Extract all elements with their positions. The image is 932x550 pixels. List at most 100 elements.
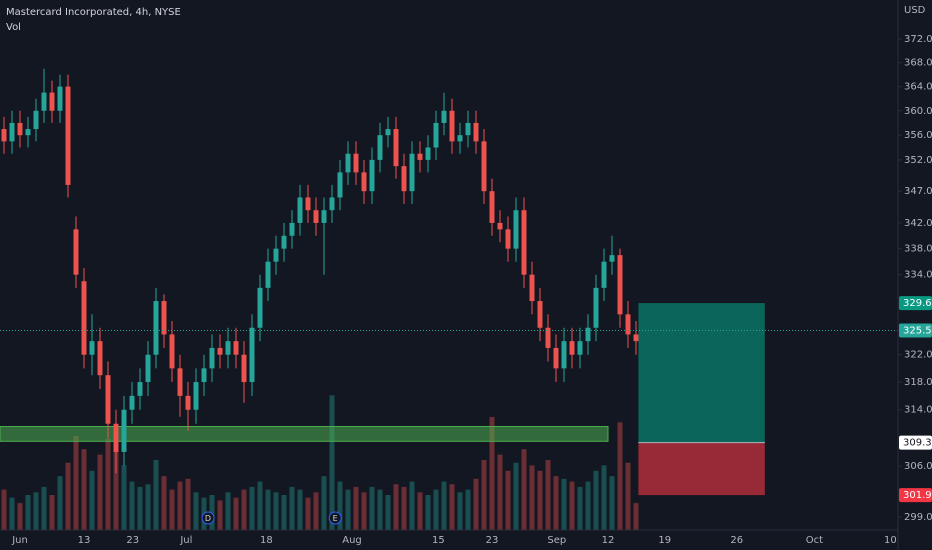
- x-tick-label: Oct: [806, 535, 823, 546]
- candle-body: [305, 197, 311, 211]
- volume-bar: [305, 497, 311, 530]
- y-tick-label: 372.00: [904, 34, 932, 45]
- candle-body: [153, 301, 159, 355]
- candle-body: [489, 191, 495, 223]
- candle-body: [505, 229, 511, 249]
- x-tick-label: 19: [658, 535, 671, 546]
- x-tick-label: 26: [730, 535, 743, 546]
- candle-body: [9, 122, 15, 142]
- volume-bar: [249, 486, 255, 530]
- zone: [0, 426, 609, 442]
- candle-body: [289, 222, 295, 236]
- volume-bar: [393, 484, 399, 530]
- candle-body: [105, 375, 111, 424]
- y-tick-label: 334.00: [904, 270, 932, 281]
- x-tick-label: 18: [260, 535, 273, 546]
- candle-body: [313, 210, 319, 223]
- volume-bar: [529, 465, 535, 530]
- volume-bar: [521, 449, 527, 530]
- volume-bar: [601, 465, 607, 530]
- candle-body: [409, 153, 415, 192]
- candle-body: [609, 255, 615, 262]
- volume-bar: [505, 470, 511, 530]
- volume-bar: [457, 492, 463, 530]
- candle-body: [465, 122, 471, 136]
- candle-body: [225, 341, 231, 355]
- candle-body: [617, 255, 623, 315]
- y-tick-label: 347.00: [904, 186, 932, 197]
- volume-bar: [225, 492, 231, 530]
- candle-body: [337, 172, 343, 198]
- volume-bar: [433, 489, 439, 530]
- currency-label: USD: [904, 5, 926, 16]
- last-price-label: 325.59: [903, 325, 932, 336]
- volume-bar: [209, 495, 215, 530]
- volume-bar: [169, 489, 175, 530]
- candle-body: [177, 368, 183, 396]
- candle-body: [217, 347, 223, 355]
- event-marker: [201, 511, 215, 525]
- candle-body: [161, 301, 167, 335]
- volume-bar: [537, 470, 543, 530]
- volume-bar: [41, 486, 47, 530]
- volume-bar: [81, 449, 87, 530]
- candle-body: [537, 301, 543, 328]
- volume-bar: [281, 495, 287, 530]
- y-tick-label: 322.00: [904, 350, 932, 361]
- candle-body: [593, 287, 599, 328]
- candle-body: [257, 287, 263, 328]
- event-label: E: [333, 514, 338, 523]
- volume-bar: [217, 500, 223, 530]
- candle-body: [185, 395, 191, 410]
- candle-body: [249, 327, 255, 383]
- y-tick-label: 368.00: [904, 58, 932, 69]
- volume-bar: [297, 489, 303, 530]
- candle-body: [585, 327, 591, 342]
- candle-body: [425, 147, 431, 160]
- candle-body: [449, 110, 455, 142]
- candle-body: [329, 197, 335, 211]
- volume-bar: [337, 481, 343, 530]
- volume-bar: [465, 489, 471, 530]
- candle-body: [457, 135, 463, 142]
- volume-bar: [153, 460, 159, 530]
- volume-bar: [57, 476, 63, 530]
- volume-bar: [105, 438, 111, 530]
- volume-bar: [385, 495, 391, 530]
- candle-body: [625, 314, 631, 335]
- candle-body: [481, 141, 487, 192]
- volume-bar: [129, 481, 135, 530]
- candle-body: [553, 347, 559, 369]
- x-tick-label: Jul: [179, 535, 192, 546]
- y-tick-label: 299.00: [904, 512, 932, 523]
- y-tick-label: 364.00: [904, 82, 932, 93]
- candle-body: [97, 341, 103, 376]
- volume-bar: [233, 497, 239, 530]
- volume-bar: [625, 462, 631, 530]
- candle-body: [233, 341, 239, 355]
- volume-bar: [409, 481, 415, 530]
- x-tick-label: Sep: [547, 535, 566, 546]
- candle-body: [57, 86, 63, 111]
- volume-bar: [9, 497, 15, 530]
- candle-body: [137, 382, 143, 396]
- candle-body: [601, 261, 607, 288]
- candle-body: [81, 281, 87, 355]
- stop-price-label-bg: [899, 488, 932, 503]
- volume-bar: [441, 481, 447, 530]
- volume-bar: [321, 476, 327, 530]
- volume-bar: [289, 486, 295, 530]
- x-tick-label: Jun: [11, 535, 28, 546]
- x-tick-label: 15: [432, 535, 445, 546]
- volume-bar: [113, 449, 119, 530]
- y-tick-label: 318.00: [904, 377, 932, 388]
- volume-bar: [361, 492, 367, 530]
- volume-bar: [1, 489, 7, 530]
- x-tick-label: Aug: [342, 535, 362, 546]
- candle-body: [633, 334, 639, 342]
- volume-bar: [633, 503, 639, 530]
- volume-bar: [177, 481, 183, 530]
- candle-body: [145, 354, 151, 383]
